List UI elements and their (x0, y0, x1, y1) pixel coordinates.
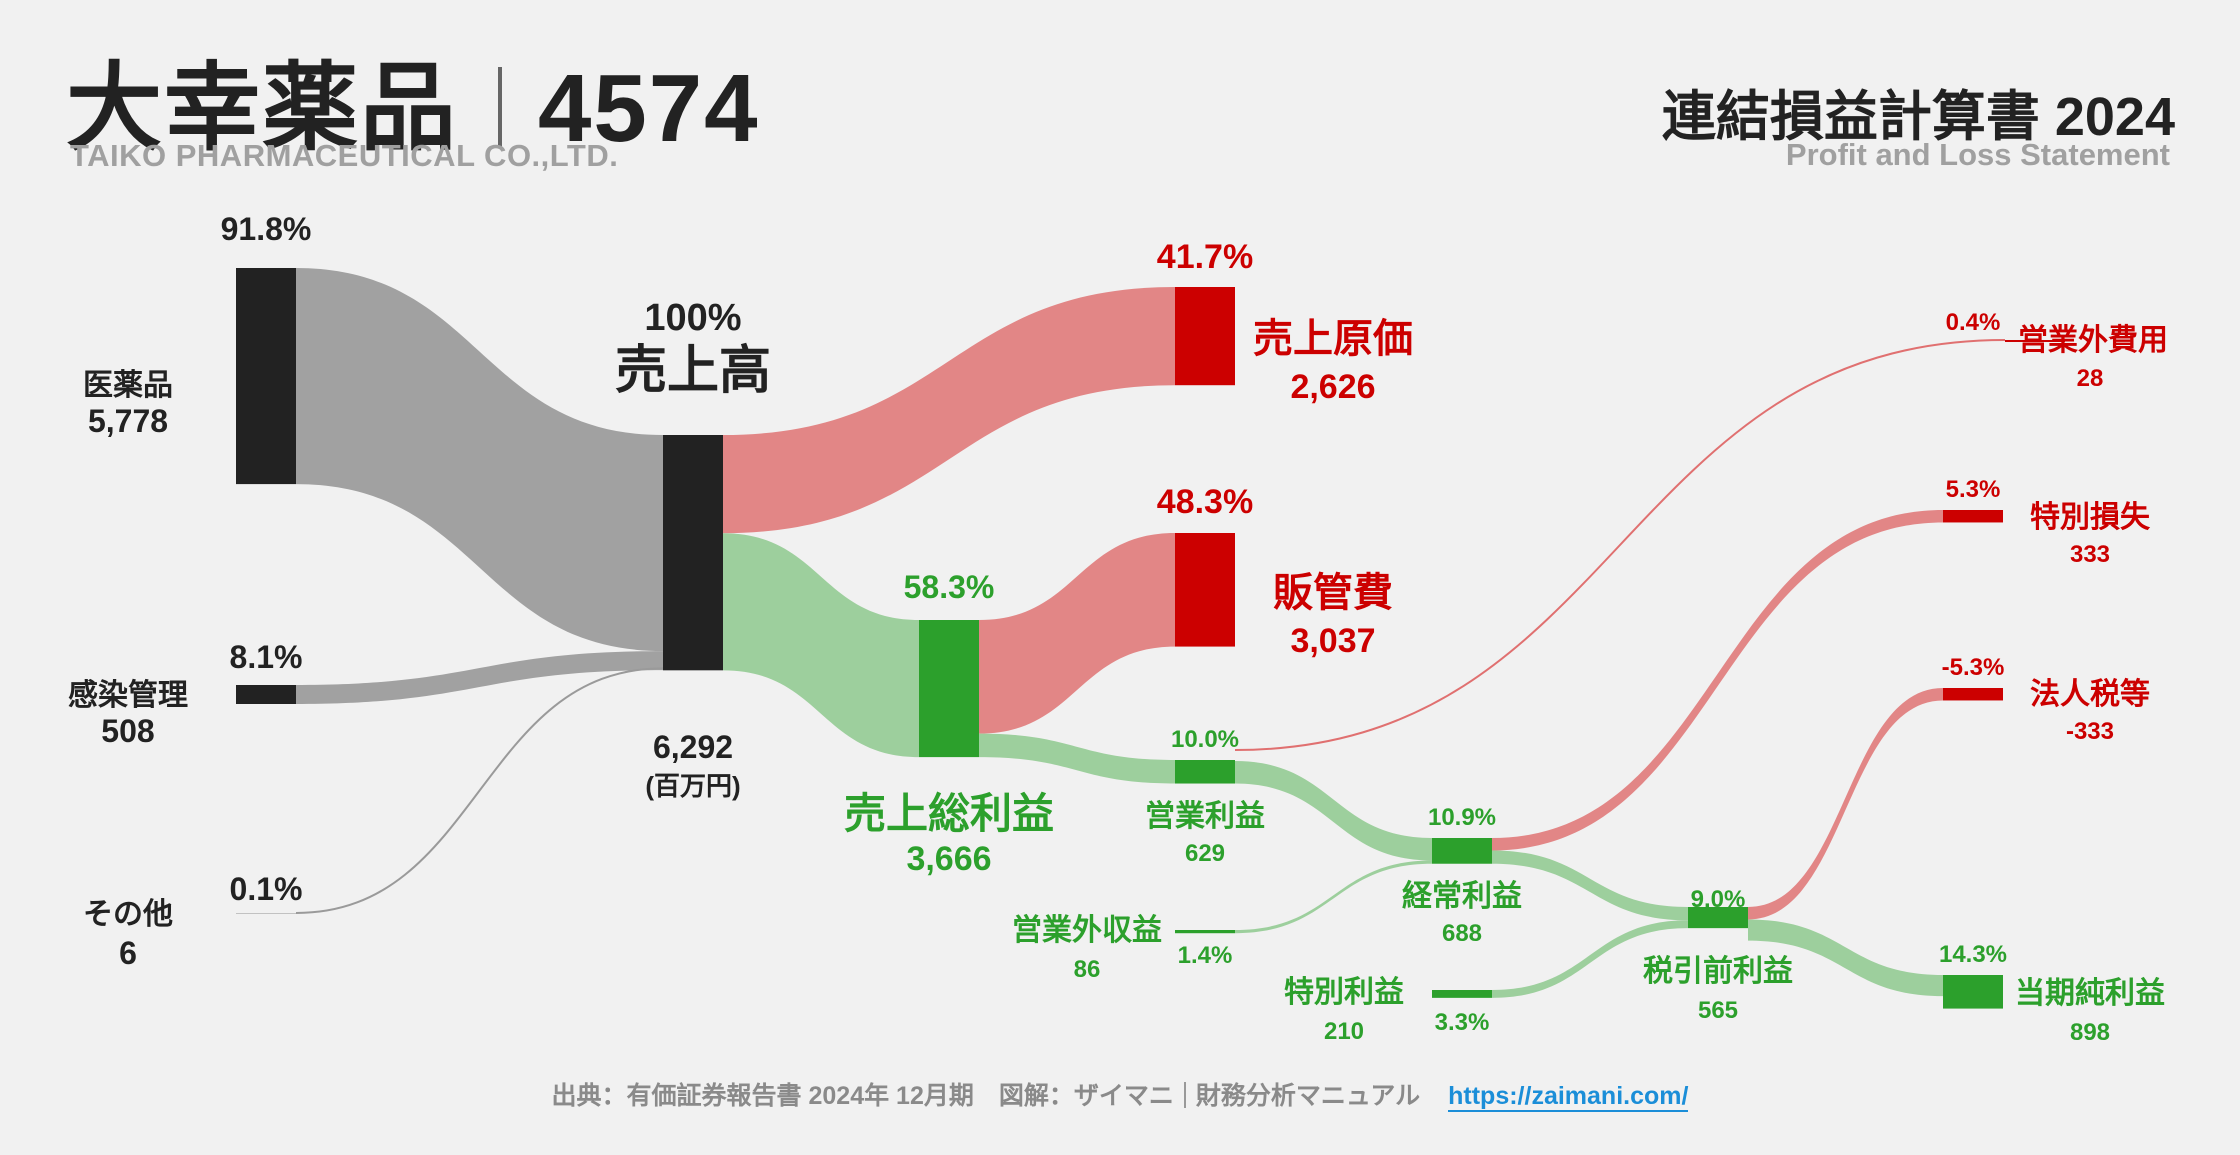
name-label-sonota: その他 (83, 898, 173, 931)
name-label-ext_loss: 特別損失 (2030, 501, 2151, 534)
node-kansen (236, 685, 296, 704)
node-gross (919, 620, 979, 758)
value-label-gross: 3,666 (906, 840, 991, 878)
pct-label-sonota: 0.1% (230, 871, 303, 907)
statement-title: 連結損益計算書 2024 (1661, 87, 2175, 147)
flow-link-pretax-tax (1748, 688, 1943, 920)
flow-link-ordinary-pretax (1492, 850, 1688, 921)
flow-link-gross-sga (979, 533, 1175, 734)
value-label-nonop_exp: 28 (2077, 365, 2104, 392)
value-label-cogs: 2,626 (1290, 368, 1375, 406)
name-label-nonop_inc: 営業外収益 (1012, 914, 1162, 947)
site-url-link[interactable]: https://zaimani.com/ (1448, 1082, 1689, 1112)
name-label-kansen: 感染管理 (68, 679, 188, 712)
flow-link-nonop_inc-ordinary (1235, 860, 1432, 934)
value-label-kansen: 508 (101, 713, 154, 749)
value-label-ext_loss: 333 (2070, 541, 2110, 568)
flow-link-ordinary-ext_loss (1492, 510, 1943, 851)
value-label-iyakuhin: 5,778 (88, 403, 168, 439)
pct-label-op: 10.0% (1171, 726, 1239, 753)
node-ordinary (1432, 838, 1492, 864)
footer: 出典：有価証券報告書 2024年 12月期 図解：ザイマニ 財務分析マニュアル ht… (0, 1076, 2240, 1112)
flow-link-gross-op (979, 733, 1175, 784)
node-revenue (663, 435, 723, 671)
node-tax (1943, 688, 2003, 701)
stock-code: 4574 (538, 55, 760, 162)
node-iyakuhin (236, 268, 296, 485)
pct-label-revenue: 100% (644, 297, 741, 339)
company-title: 大幸薬品 4574 (66, 30, 760, 169)
name-label-nonop_exp: 営業外費用 (2018, 324, 2168, 357)
unit-label: (百万円) (645, 771, 740, 801)
node-nonop_inc (1175, 930, 1235, 934)
statement-title-en: Profit and Loss Statement (1785, 137, 2170, 172)
pct-label-pretax: 9.0% (1691, 886, 1746, 913)
pct-label-iyakuhin: 91.8% (221, 211, 312, 247)
flow-link-iyakuhin-revenue (296, 268, 663, 652)
value-label-revenue: 6,292 (653, 729, 733, 765)
pct-label-tax: -5.3% (1942, 654, 2005, 681)
pct-label-ext_gain: 3.3% (1435, 1009, 1490, 1036)
name-label-pretax: 税引前利益 (1643, 955, 1793, 988)
source-text: 出典：有価証券報告書 2024年 12月期 図解：ザイマニ (551, 1082, 1174, 1110)
value-label-ordinary: 688 (1442, 920, 1482, 947)
pct-label-net: 14.3% (1939, 941, 2007, 968)
title-divider (498, 67, 502, 147)
value-label-sga: 3,037 (1290, 622, 1375, 660)
footer-divider (1183, 1082, 1186, 1108)
node-nonop_exp (2005, 340, 2065, 342)
pct-label-gross: 58.3% (904, 569, 995, 605)
pct-label-cogs: 41.7% (1157, 238, 1253, 276)
flow-link-revenue-gross (723, 533, 919, 758)
node-op (1175, 760, 1235, 784)
name-label-ext_gain: 特別利益 (1284, 976, 1404, 1009)
flow-link-sonota-revenue (295, 667, 664, 914)
value-label-tax: -333 (2066, 718, 2114, 745)
flow-link-pretax-net (1748, 919, 1943, 997)
pct-label-sga: 48.3% (1157, 483, 1253, 521)
name-label-ordinary: 経常利益 (1402, 879, 1522, 913)
value-label-pretax: 565 (1698, 997, 1738, 1024)
node-ext_loss (1943, 510, 2003, 523)
node-net (1943, 975, 2003, 1009)
value-label-nonop_inc: 86 (1074, 956, 1101, 983)
company-name-en: TAIKO PHARMACEUTICAL CO.,LTD. (70, 138, 619, 173)
pct-label-ordinary: 10.9% (1428, 804, 1496, 831)
flow-link-op-nonop_exp (1234, 339, 2006, 751)
node-sga (1175, 533, 1235, 647)
value-label-sonota: 6 (119, 935, 137, 971)
node-cogs (1175, 287, 1235, 386)
pct-label-ext_loss: 5.3% (1946, 476, 2001, 503)
name-label-sga: 販管費 (1273, 571, 1393, 615)
node-ext_gain (1432, 990, 1492, 998)
name-label-cogs: 売上原価 (1253, 317, 1413, 361)
name-label-op: 営業利益 (1145, 800, 1265, 833)
pct-label-nonop_exp: 0.4% (1946, 309, 2001, 336)
name-label-revenue: 売上高 (615, 342, 771, 400)
node-pretax (1688, 907, 1748, 929)
pct-label-kansen: 8.1% (230, 639, 303, 675)
pct-label-nonop_inc: 1.4% (1178, 942, 1233, 969)
company-name: 大幸薬品 (66, 55, 458, 162)
value-label-ext_gain: 210 (1324, 1018, 1364, 1045)
value-label-net: 898 (2070, 1019, 2110, 1046)
flow-link-op-ordinary (1235, 761, 1432, 861)
flow-link-ext_gain-pretax (1492, 920, 1688, 998)
name-label-tax: 法人税等 (2030, 677, 2150, 711)
value-label-op: 629 (1185, 840, 1225, 867)
flow-link-kansen-revenue (296, 651, 663, 704)
name-label-net: 当期純利益 (2015, 976, 2165, 1010)
name-label-iyakuhin: 医薬品 (83, 369, 173, 402)
site-name: 財務分析マニュアル (1195, 1082, 1421, 1110)
name-label-gross: 売上総利益 (844, 790, 1054, 837)
flow-link-revenue-cogs (723, 287, 1175, 534)
